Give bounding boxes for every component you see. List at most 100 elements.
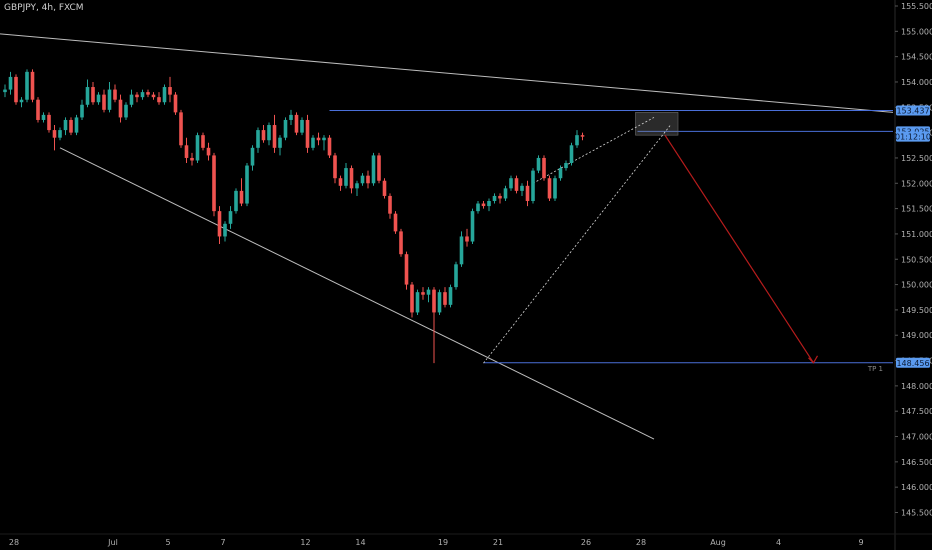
time-tick-label: 9 <box>858 538 863 547</box>
candle-body <box>25 71 29 100</box>
candle-body <box>157 97 161 103</box>
time-tick-label: 26 <box>581 538 591 547</box>
candle <box>547 175 552 202</box>
price-badge: 148.456 <box>896 357 930 368</box>
candle-body <box>344 168 348 186</box>
candle-body <box>349 168 354 189</box>
candle-body <box>305 119 310 148</box>
price-axis[interactable]: 155.500155.000154.500154.000153.500153.0… <box>895 2 932 518</box>
candle-body <box>448 287 453 305</box>
candle <box>184 137 189 164</box>
candle <box>476 201 480 214</box>
candle-body <box>206 147 211 156</box>
price-badge-bg <box>896 131 930 142</box>
candle-body <box>355 183 359 189</box>
candle-body <box>377 155 381 181</box>
candle-body <box>542 157 546 179</box>
price-badge-label: 153.437 <box>896 106 929 115</box>
candle-body <box>85 87 90 105</box>
candle <box>85 79 90 108</box>
candle <box>228 206 233 229</box>
candle-body <box>8 76 13 90</box>
candle-body <box>289 114 293 120</box>
candle <box>14 74 18 105</box>
candle <box>410 282 414 318</box>
candle-body <box>162 87 167 103</box>
candle-body <box>311 137 315 148</box>
price-tick-label: 150.500 <box>901 255 932 264</box>
candle-body <box>575 135 579 146</box>
candle <box>58 127 62 141</box>
candle-body <box>129 94 134 105</box>
candle <box>311 135 315 151</box>
candle-body <box>316 137 321 141</box>
candle <box>344 163 348 189</box>
time-tick-label: 7 <box>220 538 225 547</box>
candle <box>437 289 442 315</box>
candle <box>118 94 123 123</box>
candle-body <box>432 289 436 313</box>
candle <box>520 183 524 196</box>
price-tick-label: 152.500 <box>901 154 932 163</box>
candle <box>388 193 392 219</box>
candle-body <box>481 203 486 207</box>
candle-body <box>404 254 409 285</box>
candle <box>206 142 211 161</box>
candle <box>575 130 579 148</box>
price-tick-label: 146.500 <box>901 458 932 467</box>
candle <box>3 84 7 98</box>
candle <box>113 84 117 103</box>
candle <box>481 201 486 209</box>
candle <box>124 102 128 120</box>
candle-body <box>531 170 535 202</box>
candle <box>509 175 513 191</box>
price-badge-bg <box>896 105 930 116</box>
lower-trendline <box>59 147 655 440</box>
candle <box>47 112 51 133</box>
candle-body <box>63 119 68 131</box>
candle <box>338 175 343 191</box>
candle-body <box>91 87 95 103</box>
price-badge-bg <box>896 357 930 368</box>
candle-body <box>74 117 79 133</box>
candle-body <box>492 195 497 202</box>
price-tick-label: 152.000 <box>901 179 932 188</box>
candle-body <box>267 125 271 141</box>
time-axis[interactable]: 28 Jul 5 7 12 14 19 21 26 28 Aug 4 9 <box>9 538 864 547</box>
target-arrow-line <box>664 134 815 364</box>
candle <box>404 251 409 290</box>
candle <box>448 284 453 308</box>
candle <box>393 211 398 234</box>
candle <box>459 231 464 267</box>
drawings-front-layer: TP 1 <box>664 134 883 373</box>
candle <box>531 168 535 204</box>
candle <box>465 228 469 247</box>
candle-body <box>503 188 508 199</box>
candle <box>503 185 508 202</box>
candle-body <box>118 99 123 118</box>
candle-body <box>14 76 18 103</box>
candle-body <box>498 195 502 199</box>
candle-body <box>96 94 101 103</box>
candle-body <box>239 190 244 204</box>
candle-body <box>195 135 200 161</box>
candle <box>52 125 57 151</box>
candle <box>454 261 458 290</box>
candle <box>217 206 222 245</box>
candle <box>316 132 321 146</box>
candle <box>256 127 260 153</box>
price-tick-label: 151.000 <box>901 230 932 239</box>
candle-body <box>459 236 464 265</box>
candle <box>135 92 139 103</box>
candle-body <box>399 231 403 255</box>
candle <box>168 76 172 103</box>
candle <box>553 175 557 202</box>
candle-body <box>300 119 304 133</box>
candle-body <box>217 211 222 237</box>
candle <box>300 117 304 136</box>
candle-body <box>371 155 376 184</box>
candle <box>140 89 145 100</box>
candle <box>366 170 370 189</box>
